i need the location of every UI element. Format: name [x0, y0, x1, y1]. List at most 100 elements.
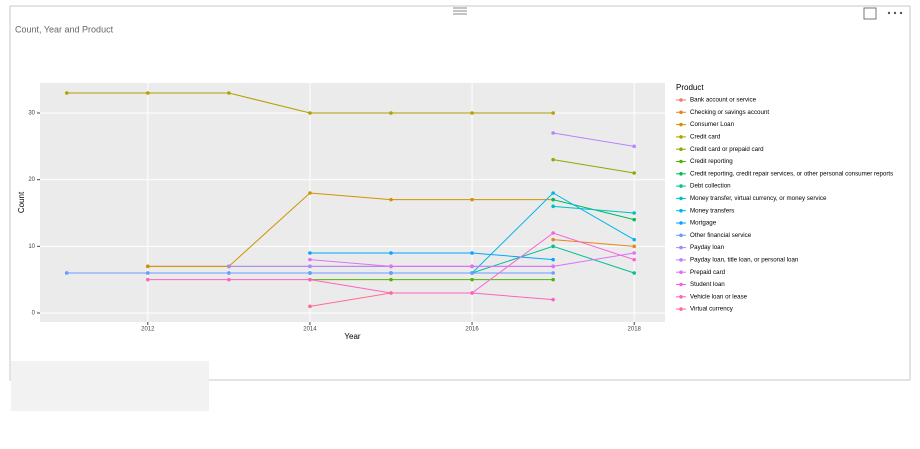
series-line [309, 252, 554, 261]
data-point [551, 277, 555, 282]
data-point [308, 111, 312, 115]
data-point [146, 277, 150, 282]
data-point [389, 277, 393, 282]
data-point [308, 304, 312, 309]
data-point [551, 157, 555, 162]
data-point [470, 277, 474, 282]
y-tick-label: 10 [28, 244, 35, 250]
legend-key-point [679, 258, 683, 262]
placeholder-box [11, 361, 209, 411]
more-options-icon[interactable] [887, 11, 891, 15]
data-point [551, 271, 555, 275]
data-point [470, 291, 474, 295]
legend-key-point [679, 221, 683, 225]
focus-mode-icon[interactable] [863, 7, 877, 20]
legend-label: Checking or savings account [690, 109, 769, 116]
legend-label: Credit card [690, 134, 721, 141]
data-point [146, 91, 150, 95]
data-point [389, 264, 393, 269]
more-options-icon [893, 11, 897, 15]
data-point [389, 197, 393, 202]
data-point [389, 251, 393, 255]
data-point [551, 244, 555, 249]
data-point [551, 231, 555, 235]
legend-key-point [679, 172, 683, 176]
y-tick-label: 20 [28, 177, 35, 183]
legend-label: Credit reporting [690, 158, 733, 165]
y-tick-label: 0 [32, 311, 36, 317]
data-point [470, 264, 474, 269]
series-line [147, 192, 554, 267]
data-point [389, 111, 393, 115]
y-tick-label: 30 [28, 111, 35, 117]
visual-title: Count, Year and Product [15, 24, 114, 34]
x-axis-title: Year [344, 332, 361, 341]
legend-label: Bank account or service [690, 97, 757, 104]
legend-key-point [679, 147, 683, 151]
data-point [551, 264, 555, 269]
data-point [470, 197, 474, 202]
legend-key-point [679, 307, 683, 311]
series-line [553, 239, 635, 247]
data-point [551, 131, 555, 135]
series-line [553, 159, 635, 174]
data-point [470, 251, 474, 255]
legend-label: Payday loan [690, 244, 725, 251]
legend-key-point [679, 295, 683, 299]
x-tick-label: 2018 [628, 327, 642, 333]
legend-key-point [679, 270, 683, 275]
plot: 0 10 20 30 2012 2014 2016 2018 Year Count Product B… [17, 83, 893, 341]
series-line [553, 132, 635, 147]
legend-key-point [679, 196, 683, 201]
legend-key-point [679, 98, 683, 102]
data-point [308, 251, 312, 255]
data-point [227, 271, 231, 275]
data-point [308, 191, 312, 195]
x-tick-label: 2012 [141, 327, 155, 333]
data-point [389, 271, 393, 275]
more-options-icon [899, 11, 903, 15]
data-point [551, 111, 555, 115]
legend-label: Payday loan, title loan, or personal loa… [690, 257, 799, 264]
data-point [551, 237, 555, 242]
data-point [227, 264, 231, 269]
legend-label: Credit card or prepaid card [690, 146, 764, 153]
data-point [632, 251, 636, 255]
data-point [551, 297, 555, 302]
data-point [64, 91, 69, 95]
data-point [551, 191, 555, 195]
data-point [632, 144, 636, 149]
series-line [147, 279, 554, 301]
legend-label: Money transfer, virtual currency, or mon… [690, 195, 827, 202]
data-point [227, 91, 231, 95]
data-point [308, 264, 312, 269]
data-point [470, 111, 474, 115]
data-point [632, 217, 636, 222]
x-tick-label: 2014 [303, 327, 317, 333]
legend-key-point [679, 184, 683, 188]
legend-label: Student loan [690, 281, 725, 288]
plot-background [40, 83, 665, 322]
legend-label: Other financial service [690, 232, 752, 239]
legend-key-point [679, 233, 683, 238]
data-point [64, 271, 69, 275]
data-point [551, 197, 555, 202]
data-point [632, 257, 636, 262]
legend-key-point [679, 110, 683, 115]
data-point [308, 271, 312, 275]
data-point [389, 291, 393, 295]
legend-label: Vehicle loan or lease [690, 293, 748, 300]
series-line [553, 205, 635, 214]
y-axis-title: Count [17, 191, 26, 213]
x-tick-label: 2016 [465, 327, 479, 333]
legend-key-point [679, 122, 683, 127]
legend-key-point [679, 135, 683, 139]
data-point [551, 257, 555, 262]
data-point [551, 204, 555, 209]
legend-label: Money transfers [690, 207, 734, 214]
data-point [632, 244, 636, 249]
series-line [309, 292, 392, 307]
legend-key-point [679, 245, 683, 250]
legend-label: Debt collection [690, 183, 731, 190]
